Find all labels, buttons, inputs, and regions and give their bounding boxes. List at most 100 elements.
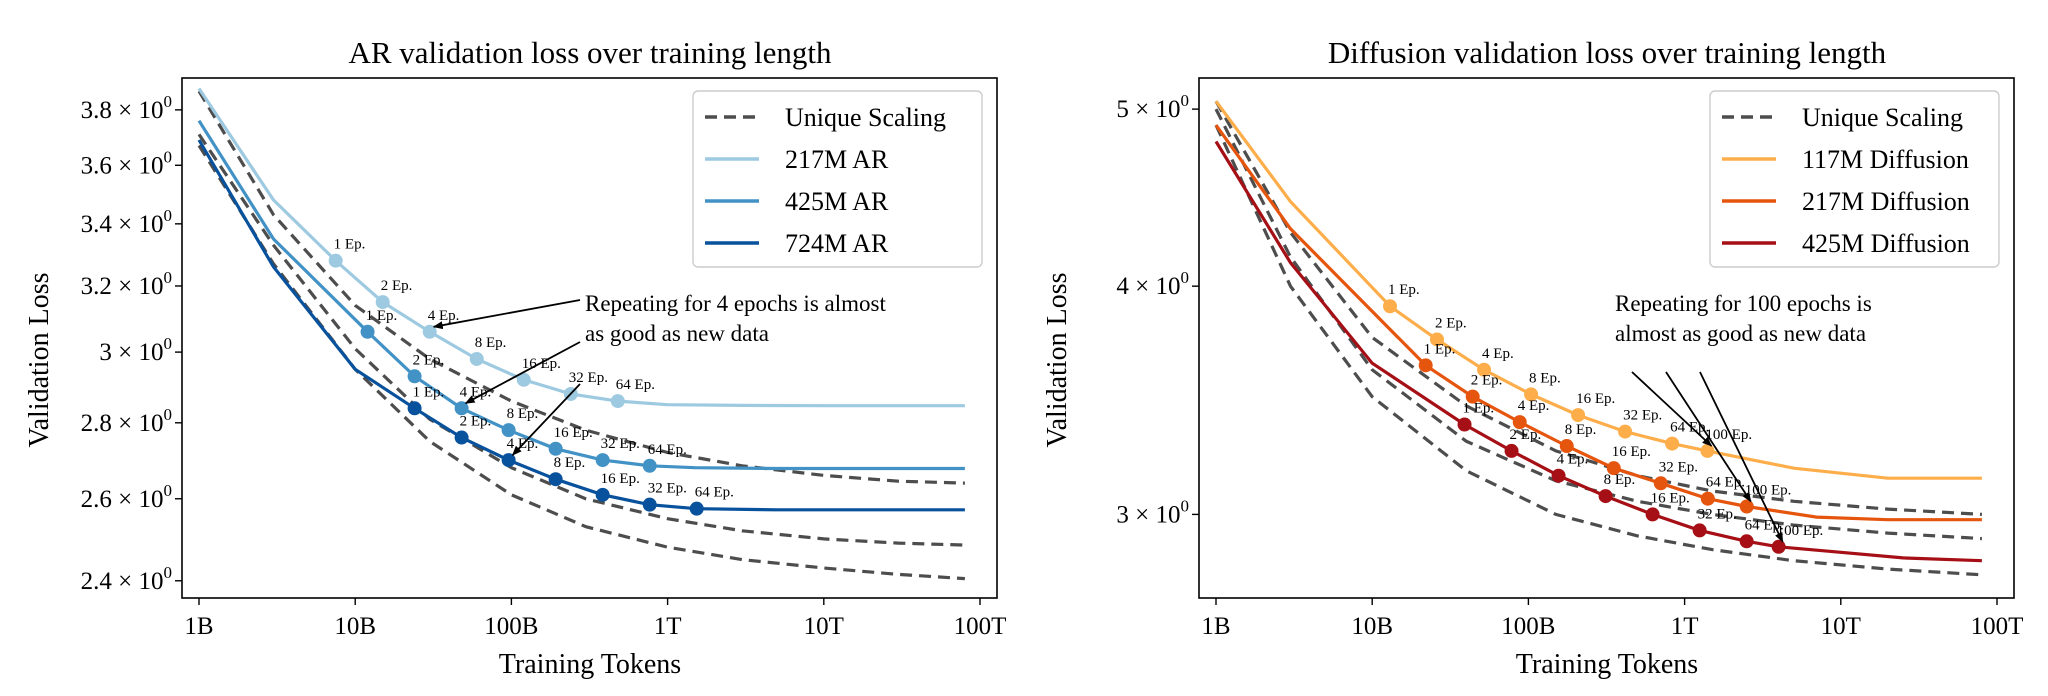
epoch-marker (1771, 539, 1786, 554)
plot-frame (181, 77, 998, 599)
legend: Unique Scaling 117M Diffusion 217M Diffusi… (1709, 90, 2000, 268)
y-tick-label: 3 × 100 (1116, 496, 1189, 528)
unique-scaling-line (197, 133, 965, 547)
y-tick-label: 2.4 × 100 (81, 563, 172, 595)
annotation-arrow (511, 383, 581, 456)
diffusion-loss-chart: Diffusion validation loss over training … (1042, 35, 2023, 680)
epoch-marker (1559, 439, 1574, 454)
epoch-marker (1477, 362, 1492, 377)
series-line (197, 119, 965, 471)
series-line (1214, 140, 1982, 563)
epoch-label: 64 Ep. (1745, 517, 1784, 533)
epoch-label: 2 Ep. (1471, 373, 1503, 389)
epoch-marker (610, 394, 625, 409)
legend-label: 724M AR (785, 229, 889, 258)
epoch-label: 2 Ep. (1510, 427, 1542, 443)
epoch-label: 32 Ep. (569, 370, 608, 386)
y-axis-label: Validation Loss (24, 273, 55, 448)
epoch-marker (1504, 443, 1519, 458)
x-tick-label: 10T (804, 613, 844, 640)
epoch-marker (1739, 499, 1754, 514)
x-axis-label: Training Tokens (499, 649, 681, 680)
series-line (197, 139, 965, 512)
annotation-line-2: as good as new data (585, 321, 769, 346)
epoch-label: 4 Ep. (1557, 452, 1589, 468)
epoch-label: 100 Ep. (1745, 483, 1792, 499)
legend-label: Unique Scaling (1802, 103, 1963, 132)
epoch-marker (454, 430, 469, 445)
epoch-label: 100 Ep. (1705, 427, 1752, 443)
epoch-label: 4 Ep. (428, 308, 460, 324)
epoch-label: 64 Ep. (616, 377, 655, 393)
epoch-label: 32 Ep. (1698, 506, 1737, 522)
epoch-marker (1606, 461, 1621, 476)
epoch-label: 16 Ep. (1651, 490, 1690, 506)
epoch-marker (1692, 523, 1707, 538)
epoch-label: 100 Ep. (1777, 523, 1824, 539)
epoch-marker (407, 369, 422, 384)
x-tick-label: 1B (184, 613, 213, 640)
epoch-label: 1 Ep. (366, 308, 398, 324)
unique-scaling-line (1214, 124, 1982, 577)
epoch-marker (1524, 387, 1539, 402)
annotation: Repeating for 100 epochs is almost as go… (1615, 291, 1872, 543)
epoch-marker (1618, 424, 1633, 439)
epoch-label: 16 Ep. (1612, 444, 1651, 460)
epoch-label: 1 Ep. (1424, 341, 1456, 357)
epoch-label: 16 Ep. (554, 425, 593, 441)
x-axis-label: Training Tokens (1516, 649, 1698, 680)
epoch-marker (1653, 476, 1668, 491)
annotation-line-1: Repeating for 100 epochs is (1615, 291, 1872, 316)
x-tick-label: 100B (1501, 613, 1555, 640)
epoch-label: 2 Ep. (460, 414, 492, 430)
annotation-line-1: Repeating for 4 epochs is almost (585, 291, 886, 316)
x-tick-label: 1B (1201, 613, 1230, 640)
epoch-label: 8 Ep. (1604, 472, 1636, 488)
annotation-arrow (1699, 371, 1784, 543)
x-tick-label: 10B (1351, 613, 1393, 640)
epoch-marker (548, 472, 563, 487)
epoch-label: 2 Ep. (413, 352, 445, 368)
legend-label: 425M Diffusion (1802, 229, 1970, 258)
epoch-marker (1665, 436, 1680, 451)
y-tick-label: 3.2 × 100 (81, 268, 172, 300)
x-tick-label: 10T (1821, 613, 1861, 640)
y-tick-label: 3.8 × 100 (81, 92, 172, 124)
legend-label: 425M AR (785, 187, 889, 216)
epoch-marker (375, 295, 390, 310)
x-tick-label: 1T (654, 613, 682, 640)
epoch-marker (1551, 468, 1566, 483)
epoch-marker (328, 253, 343, 268)
epoch-label: 32 Ep. (648, 481, 687, 497)
epoch-marker (1382, 299, 1397, 314)
epoch-label: 1 Ep. (334, 237, 366, 253)
epoch-label: 64 Ep. (648, 442, 687, 458)
legend-label: 117M Diffusion (1802, 145, 1969, 174)
epoch-marker (642, 458, 657, 473)
y-tick-label: 3.4 × 100 (81, 206, 172, 238)
epoch-marker (548, 441, 563, 456)
x-tick-label: 100T (954, 613, 1007, 640)
y-tick-label: 3.6 × 100 (81, 147, 172, 179)
epoch-label: 32 Ep. (1659, 459, 1698, 475)
y-tick-label: 2.8 × 100 (81, 405, 172, 437)
epoch-marker (1430, 332, 1445, 347)
legend-box (692, 90, 983, 268)
epoch-marker (407, 401, 422, 416)
plot-frame (1198, 77, 2015, 599)
y-tick-label: 4 × 100 (1116, 268, 1189, 300)
epoch-label: 1 Ep. (413, 384, 445, 400)
epoch-marker (469, 351, 484, 366)
ar-loss-chart: AR validation loss over training length … (24, 35, 1006, 680)
epoch-marker (1457, 417, 1472, 432)
epoch-marker (1645, 507, 1660, 522)
legend-label: 217M AR (785, 145, 889, 174)
epoch-marker (1739, 534, 1754, 549)
epoch-label: 4 Ep. (1482, 346, 1514, 362)
epoch-marker (360, 324, 375, 339)
x-tick-label: 10B (334, 613, 376, 640)
epoch-marker (689, 501, 704, 516)
chart-title: AR validation loss over training length (348, 35, 832, 70)
epoch-label: 32 Ep. (1623, 408, 1662, 424)
